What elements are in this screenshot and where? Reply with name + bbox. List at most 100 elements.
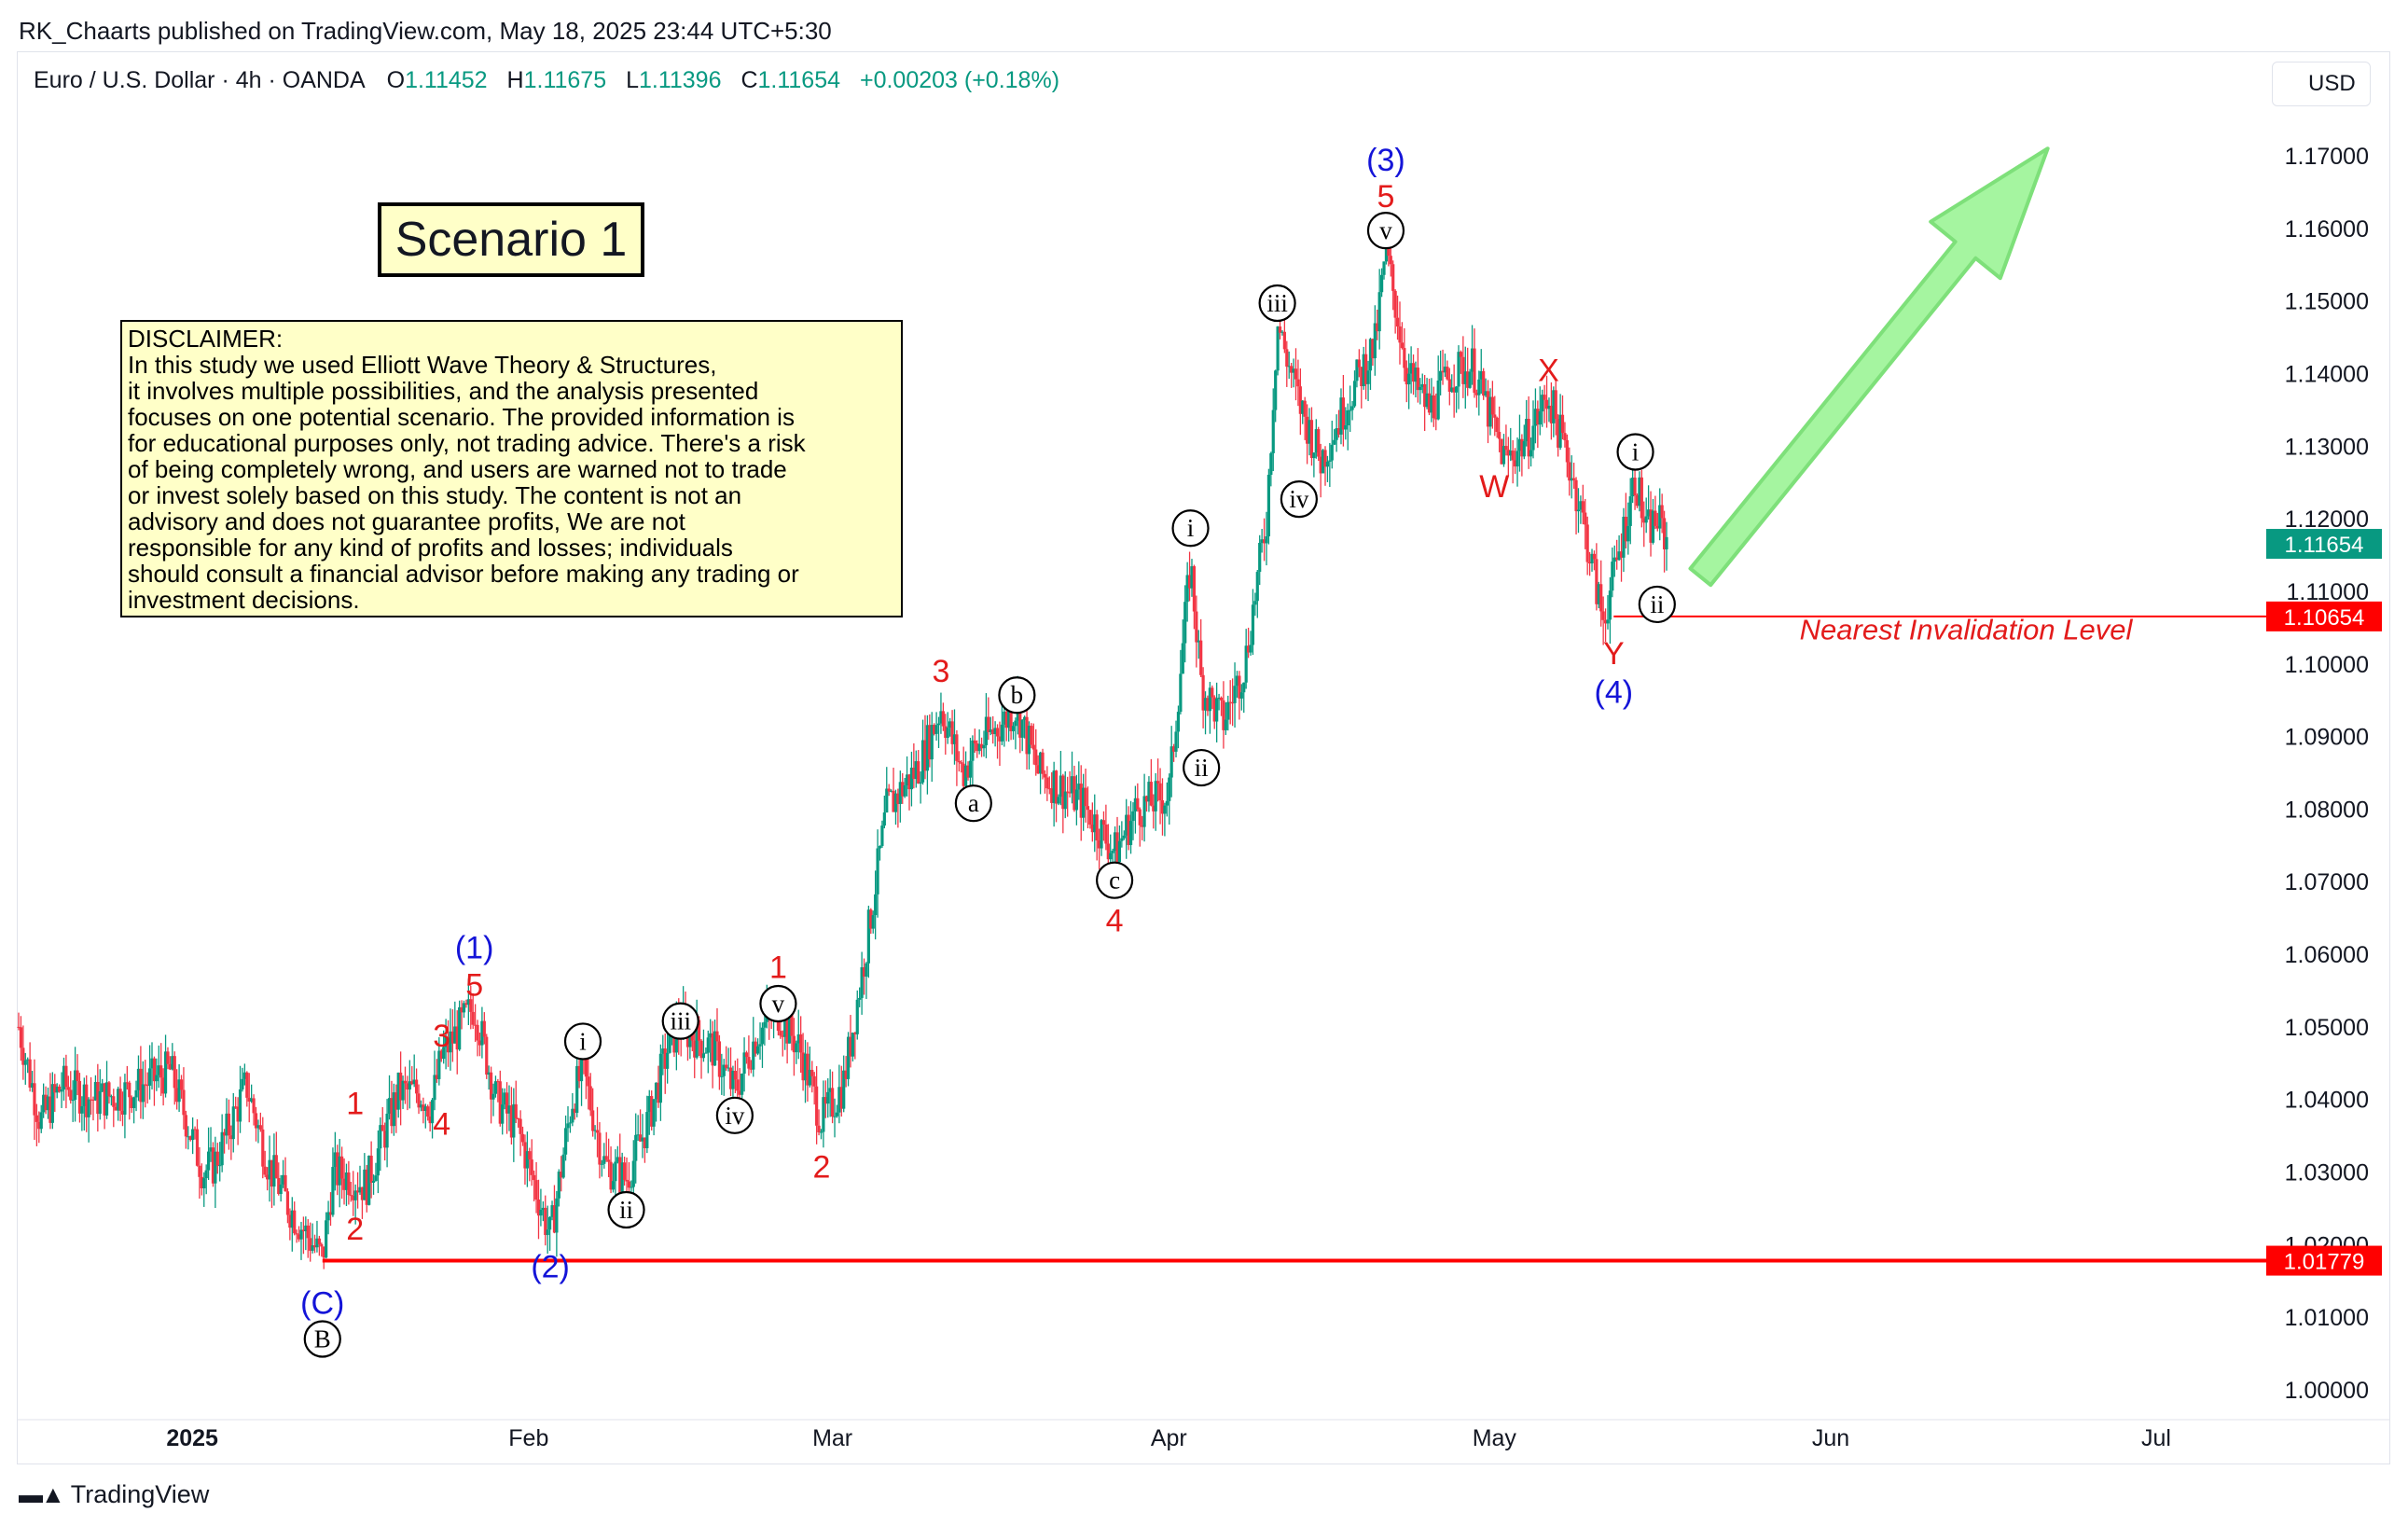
candle-body bbox=[1362, 354, 1365, 386]
candle-body bbox=[1642, 518, 1646, 523]
candle-body bbox=[175, 1088, 179, 1103]
candle-body bbox=[26, 1059, 30, 1061]
candle-body bbox=[1314, 429, 1318, 453]
candle-body bbox=[331, 1167, 335, 1215]
candle-body bbox=[1104, 825, 1108, 844]
candle-body bbox=[839, 1087, 843, 1109]
candle-body bbox=[1414, 368, 1418, 382]
candle-body bbox=[736, 1079, 740, 1091]
candle-body bbox=[1432, 395, 1435, 419]
candle-body bbox=[783, 1016, 787, 1037]
candle-body bbox=[155, 1075, 159, 1082]
candle-body bbox=[1541, 395, 1544, 412]
candle-body bbox=[403, 1080, 408, 1084]
candle-body bbox=[837, 1087, 841, 1113]
candle-body bbox=[1077, 784, 1081, 790]
candle-body bbox=[423, 1106, 427, 1111]
wave-label: ii bbox=[1650, 590, 1664, 618]
candle-body bbox=[1344, 425, 1348, 430]
candle-body bbox=[717, 1041, 722, 1077]
candle-body bbox=[1611, 562, 1614, 591]
candle-body bbox=[93, 1081, 98, 1101]
candle-body bbox=[744, 1052, 749, 1058]
candle-body bbox=[428, 1117, 432, 1124]
candle-body bbox=[1004, 711, 1008, 728]
candle-body bbox=[1647, 509, 1651, 517]
candle-body bbox=[912, 768, 916, 780]
scenario-title: Scenario 1 bbox=[378, 202, 644, 277]
candle-body bbox=[39, 1112, 43, 1130]
candle-body bbox=[749, 1068, 753, 1070]
candle-body bbox=[1450, 387, 1454, 392]
candle-body bbox=[136, 1068, 141, 1090]
candle-body bbox=[433, 1075, 436, 1101]
wave-label-circle bbox=[715, 1096, 754, 1134]
candle-body bbox=[37, 1121, 41, 1130]
candle-body bbox=[1466, 371, 1470, 388]
wave-label-circle bbox=[303, 1320, 341, 1358]
candle-body bbox=[1584, 512, 1587, 525]
candle-body bbox=[641, 1137, 644, 1142]
candle-body bbox=[577, 1065, 581, 1082]
candle-body bbox=[893, 793, 898, 812]
candle-body bbox=[30, 1083, 35, 1088]
candle-body bbox=[851, 1033, 855, 1057]
candle-body bbox=[616, 1157, 619, 1162]
projection-arrow bbox=[1688, 146, 2050, 588]
candle-body bbox=[306, 1225, 310, 1239]
candle-body bbox=[846, 1036, 851, 1079]
candle-body bbox=[1308, 420, 1311, 444]
candle-body bbox=[758, 1044, 762, 1047]
candle-body bbox=[1131, 811, 1135, 822]
currency-button[interactable]: USD bbox=[2272, 62, 2371, 106]
candle-body bbox=[571, 1108, 574, 1123]
candle-body bbox=[914, 761, 918, 780]
candle-body bbox=[272, 1155, 276, 1187]
candle-body bbox=[1296, 379, 1300, 387]
candle-body bbox=[1262, 539, 1266, 544]
wave-label: i bbox=[1187, 514, 1195, 542]
candle-body bbox=[374, 1175, 378, 1181]
wave-label: 1 bbox=[346, 1087, 364, 1122]
candle-body bbox=[439, 1050, 443, 1060]
candle-body bbox=[1514, 460, 1517, 467]
candle-body bbox=[46, 1096, 50, 1111]
candle-body bbox=[360, 1186, 365, 1200]
candle-body bbox=[141, 1084, 145, 1103]
candle-body bbox=[279, 1184, 283, 1195]
y-tick-label: 1.07000 bbox=[2285, 869, 2369, 895]
candle-body bbox=[647, 1096, 651, 1113]
candle-body bbox=[1470, 348, 1474, 372]
candle-body bbox=[1142, 796, 1146, 827]
candle-body bbox=[1228, 701, 1232, 703]
disclaimer-line: for educational purposes only, not tradi… bbox=[128, 429, 806, 457]
candle-body bbox=[320, 1243, 324, 1247]
candle-body bbox=[862, 967, 866, 978]
wave-label: 3 bbox=[932, 654, 949, 689]
y-tick-label: 1.09000 bbox=[2285, 725, 2369, 751]
candle-body bbox=[1084, 787, 1087, 807]
candle-body bbox=[471, 1011, 475, 1025]
candle-body bbox=[1269, 452, 1273, 476]
candle-body bbox=[1290, 366, 1294, 373]
candle-body bbox=[1128, 821, 1133, 845]
candle-body bbox=[1468, 371, 1472, 388]
last-price-tag-label: 1.11654 bbox=[2285, 533, 2364, 558]
wave-label: (3) bbox=[1366, 143, 1405, 178]
candle-body bbox=[1544, 399, 1549, 409]
candle-body bbox=[1109, 853, 1113, 860]
candle-body bbox=[396, 1072, 400, 1110]
candle-body bbox=[1007, 711, 1011, 728]
footer[interactable]: ▬▲ TradingView bbox=[19, 1480, 209, 1509]
candle-body bbox=[268, 1159, 271, 1180]
candle-body bbox=[256, 1125, 260, 1129]
candle-body bbox=[435, 1075, 439, 1079]
candle-body bbox=[44, 1094, 48, 1111]
candle-body bbox=[1660, 505, 1664, 519]
candle-body bbox=[270, 1159, 274, 1187]
candle-body bbox=[760, 1027, 765, 1045]
candle-body bbox=[77, 1080, 82, 1114]
candle-body bbox=[1446, 367, 1449, 380]
candle-body bbox=[731, 1070, 735, 1089]
